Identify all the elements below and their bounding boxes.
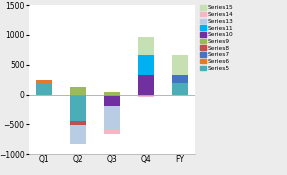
Bar <box>70 87 86 94</box>
Bar <box>36 80 52 83</box>
Bar <box>138 75 154 94</box>
Bar <box>70 125 86 144</box>
Bar <box>70 121 86 125</box>
Bar <box>172 75 188 83</box>
Bar <box>104 106 120 129</box>
Bar <box>104 92 120 95</box>
Legend: Series15, Series14, Series13, Series11, Series10, Series9, Series8, Series7, Ser: Series15, Series14, Series13, Series11, … <box>200 5 234 71</box>
Bar <box>138 94 154 97</box>
Bar <box>70 94 86 121</box>
Bar <box>104 129 120 134</box>
Bar <box>36 83 52 94</box>
Bar <box>172 55 188 75</box>
Bar <box>138 55 154 75</box>
Bar <box>104 96 120 106</box>
Bar <box>104 94 120 96</box>
Bar <box>138 37 154 55</box>
Bar <box>172 83 188 94</box>
